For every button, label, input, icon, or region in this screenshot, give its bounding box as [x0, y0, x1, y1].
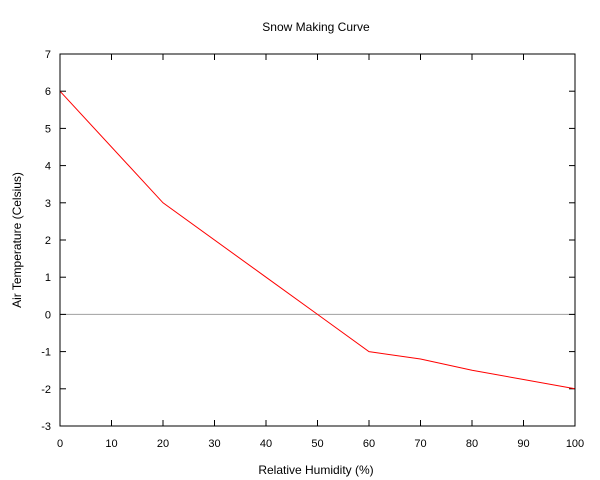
x-tick-label: 30 [208, 438, 220, 450]
x-tick-label: 50 [311, 438, 323, 450]
y-axis-title: Air Temperature (Celsius) [10, 172, 24, 308]
x-tick-label: 90 [517, 438, 529, 450]
x-tick-label: 0 [57, 438, 63, 450]
y-tick-label: 5 [45, 123, 51, 135]
series-line [59, 90, 576, 390]
y-tick-label: -2 [41, 384, 51, 396]
y-tick-label: 2 [45, 235, 51, 247]
y-tick-label: 0 [45, 309, 51, 321]
x-tick-label: 10 [105, 438, 117, 450]
series-group [59, 90, 576, 390]
y-tick-label: 4 [45, 161, 51, 173]
chart-title: Snow Making Curve [262, 20, 370, 34]
x-tick-label: 70 [414, 438, 426, 450]
x-axis-title: Relative Humidity (%) [258, 463, 373, 477]
y-tick-label: 1 [45, 272, 51, 284]
y-tick-label: -3 [41, 421, 51, 433]
y-tick-label: 3 [45, 198, 51, 210]
y-tick-labels: -3 -2 -1 0 1 2 3 4 5 6 7 [41, 49, 51, 433]
x-tick-label: 40 [260, 438, 272, 450]
y-tick-label: 6 [45, 86, 51, 98]
y-tick-label: 7 [45, 49, 51, 61]
x-tick-label: 60 [363, 438, 375, 450]
plot-frame [59, 53, 576, 427]
x-tick-labels: 0 10 20 30 40 50 60 70 80 90 100 [57, 438, 584, 450]
x-tick-label: 80 [466, 438, 478, 450]
x-tick-label: 100 [566, 438, 584, 450]
x-tick-label: 20 [157, 438, 169, 450]
y-tick-label: -1 [41, 347, 51, 359]
axis-ticks [59, 53, 576, 427]
